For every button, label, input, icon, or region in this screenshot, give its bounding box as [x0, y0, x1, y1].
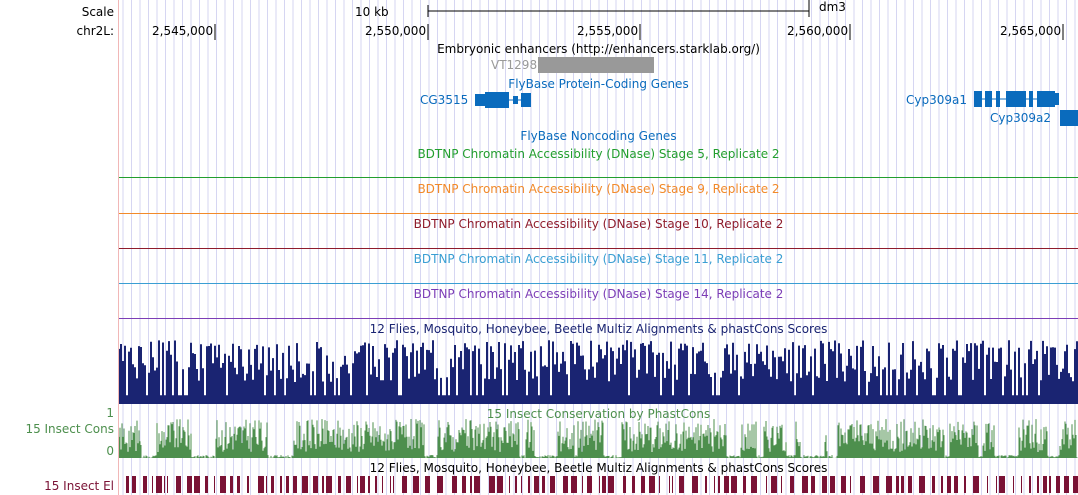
gene-label-cg3515[interactable]: CG3515 [420, 93, 469, 107]
elements-track-label[interactable]: 15 Insect El [44, 479, 114, 493]
scale-bar-text: 10 kb [355, 5, 389, 19]
conserved-elements[interactable] [119, 0, 1078, 495]
enhancer-item-label[interactable]: VT1298 [491, 58, 538, 72]
dnase-stage9-title[interactable]: BDTNP Chromatin Accessibility (DNase) St… [417, 182, 780, 196]
base-position-ruler [214, 0, 1064, 40]
dnase-stage5-title[interactable]: BDTNP Chromatin Accessibility (DNase) St… [417, 147, 780, 161]
scale-label: Scale [81, 5, 114, 19]
dnase-stage5-signal[interactable] [119, 177, 1078, 178]
dnase-stage14-title[interactable]: BDTNP Chromatin Accessibility (DNase) St… [413, 287, 784, 301]
dnase-stage10-signal[interactable] [119, 248, 1078, 249]
multiz-track-title[interactable]: 12 Flies, Mosquito, Honeybee, Beetle Mul… [369, 322, 828, 336]
dnase-stage11-title[interactable]: BDTNP Chromatin Accessibility (DNase) St… [413, 252, 784, 266]
chromosome-label: chr2L: [76, 24, 115, 38]
dnase-stage11-signal[interactable] [119, 283, 1078, 284]
dnase-stage9-signal[interactable] [119, 213, 1078, 214]
elements-track-title[interactable]: 12 Flies, Mosquito, Honeybee, Beetle Mul… [369, 461, 828, 475]
gene-label-cyp309a2[interactable]: Cyp309a2 [990, 111, 1051, 125]
enhancers-track-title[interactable]: Embryonic enhancers (http://enhancers.st… [437, 42, 760, 56]
ruler-position: 2,550,000 [365, 24, 427, 38]
guide-lines [122, 0, 1076, 495]
phastcons-graph[interactable] [119, 0, 1078, 495]
dnase-stage10-title[interactable]: BDTNP Chromatin Accessibility (DNase) St… [413, 217, 784, 231]
label-divider [118, 0, 119, 495]
track-label-column: Scale chr2L: 15 Insect Cons 1 0 15 Insec… [0, 0, 118, 495]
ruler-position: 2,560,000 [787, 24, 849, 38]
protein-coding-genes-title[interactable]: FlyBase Protein-Coding Genes [508, 77, 689, 91]
assembly-label: dm3 [819, 0, 846, 14]
cons-min-label: 0 [106, 444, 114, 458]
track-image-area[interactable]: 10 kb dm3 2,545,000 2,550,000 2,555,000 … [119, 0, 1078, 495]
enhancer-feature[interactable] [538, 57, 654, 73]
noncoding-genes-title[interactable]: FlyBase Noncoding Genes [520, 129, 677, 143]
dnase-stage14-signal[interactable] [119, 318, 1078, 319]
ruler-position: 2,545,000 [152, 24, 214, 38]
cons-track-label[interactable]: 15 Insect Cons [25, 422, 114, 436]
ruler-position: 2,555,000 [577, 24, 639, 38]
multiz-conservation-graph[interactable] [119, 0, 1078, 495]
gene-models[interactable] [119, 0, 1078, 140]
cons-max-label: 1 [106, 406, 114, 420]
ruler-position: 2,565,000 [1000, 24, 1062, 38]
phastcons-track-title[interactable]: 15 Insect Conservation by PhastCons [486, 407, 711, 421]
gene-label-cyp309a1[interactable]: Cyp309a1 [906, 93, 967, 107]
